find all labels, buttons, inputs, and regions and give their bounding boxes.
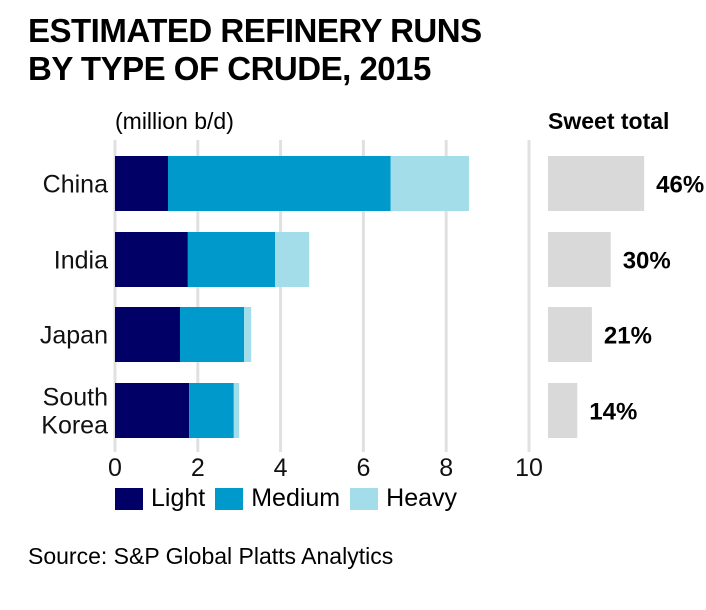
x-tick-label-8: 8 bbox=[439, 454, 453, 482]
legend-label-medium: Medium bbox=[251, 484, 341, 512]
sweet-bar-south-korea bbox=[548, 383, 578, 438]
x-tick-label-6: 6 bbox=[356, 454, 370, 482]
legend-item-light: Light bbox=[115, 484, 205, 513]
bar-china-medium bbox=[167, 156, 391, 211]
bar-india-medium bbox=[187, 232, 276, 287]
legend-item-medium: Medium bbox=[215, 484, 340, 513]
title-line-1: ESTIMATED REFINERY RUNS bbox=[28, 12, 482, 49]
sweet-bar-india bbox=[548, 232, 611, 287]
y-label-china: China bbox=[43, 171, 108, 199]
legend-item-heavy: Heavy bbox=[350, 484, 457, 513]
unit-label: (million b/d) bbox=[115, 108, 234, 134]
bar-south-korea-heavy bbox=[233, 383, 240, 438]
bar-india-heavy bbox=[275, 232, 310, 287]
legend: Light Medium Heavy bbox=[115, 484, 467, 513]
bar-japan-light bbox=[115, 307, 180, 362]
legend-label-light: Light bbox=[151, 484, 206, 512]
y-label-india: India bbox=[54, 247, 108, 275]
sweet-label-japan: 21% bbox=[604, 323, 652, 350]
sweet-label-india: 30% bbox=[623, 248, 671, 275]
sweet-total-title: Sweet total bbox=[548, 108, 670, 134]
bar-japan-heavy bbox=[244, 307, 252, 362]
x-tick-label-0: 0 bbox=[108, 454, 122, 482]
bar-japan-medium bbox=[179, 307, 245, 362]
legend-label-heavy: Heavy bbox=[386, 484, 458, 512]
sweet-label-china: 46% bbox=[656, 172, 704, 199]
bar-china-heavy bbox=[390, 156, 469, 211]
sweet-label-south-korea: 14% bbox=[589, 399, 637, 426]
title-line-2: BY TYPE OF CRUDE, 2015 bbox=[28, 50, 431, 87]
x-tick-label-4: 4 bbox=[274, 454, 288, 482]
bar-china-light bbox=[115, 156, 168, 211]
y-label-japan: Japan bbox=[40, 322, 108, 350]
legend-swatch-medium bbox=[215, 487, 244, 510]
source-note: Source: S&P Global Platts Analytics bbox=[28, 543, 394, 569]
bar-south-korea-medium bbox=[189, 383, 234, 438]
y-label-south-korea-line-1: South bbox=[43, 384, 108, 412]
sweet-bar-china bbox=[548, 156, 645, 211]
bar-india-light bbox=[115, 232, 188, 287]
legend-swatch-light bbox=[115, 487, 143, 510]
y-label-south-korea-line-2: Korea bbox=[41, 412, 108, 440]
chart-title: ESTIMATED REFINERY RUNS BY TYPE OF CRUDE… bbox=[28, 12, 482, 88]
x-tick-label-10: 10 bbox=[515, 454, 543, 482]
bar-south-korea-light bbox=[115, 383, 190, 438]
legend-swatch-heavy bbox=[350, 487, 379, 510]
sweet-bar-japan bbox=[548, 307, 592, 362]
x-tick-label-2: 2 bbox=[191, 454, 205, 482]
